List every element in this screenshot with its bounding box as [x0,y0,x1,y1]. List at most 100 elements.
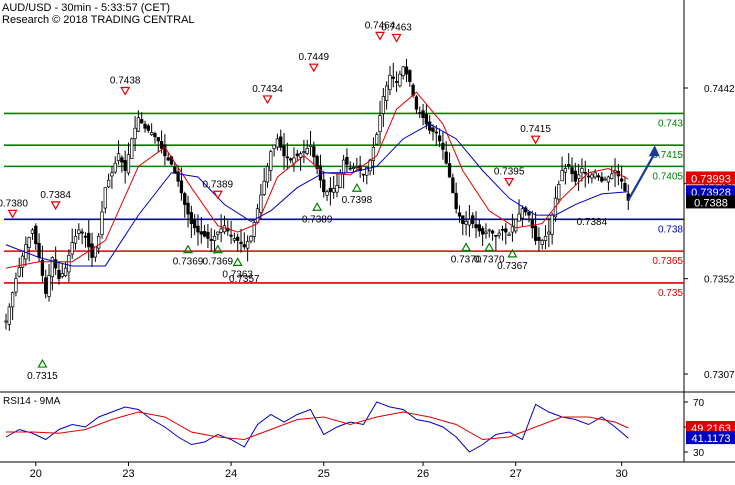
candle-body [454,192,458,210]
candle-body [464,221,468,225]
rsi-tag-box [686,420,735,434]
candle-body [7,306,11,325]
pivot-low-marker [351,183,362,192]
candle-body [474,224,478,229]
rsi-tick-label: 30 [693,448,705,459]
rsi-title: RSI14 - 9MA [3,396,61,407]
pivot-high-marker [7,209,18,219]
candle-body [305,148,309,154]
candle-body [583,172,587,174]
candle-body [500,228,505,231]
candle-body [540,240,544,245]
pivot-low-marker [232,257,243,266]
candle-body [322,179,326,193]
candle-body [348,167,352,170]
candle-body [189,212,194,224]
candle-body [596,175,601,178]
candle-body [252,222,256,237]
candle-body [202,231,207,237]
pivot-high-marker [530,135,541,145]
forecast-arrow-head [648,145,660,157]
candle-body [236,236,240,241]
candle-body [441,142,445,150]
pivot-low-label: 0.7363 [222,269,253,280]
candle-body [345,157,349,165]
candle-body [196,225,200,233]
level-label: 0.7405 [652,171,683,182]
pivot-high-label: 0.7434 [252,84,283,95]
candle-body [298,153,303,158]
candle-body [87,232,91,248]
chart-title: AUD/USD - 30min - 5:33:57 (CET) [2,2,171,14]
pivot-high-marker [391,33,402,43]
candle-body [17,267,21,277]
candle-body [222,225,227,233]
candle-body [391,76,395,79]
candle-body [70,242,74,255]
candle-body [606,176,611,183]
candle-body [44,277,48,294]
pivot-high-marker [308,63,319,73]
candle-body [610,173,614,179]
pivot-low-label: 0.7370 [451,255,482,266]
candle-body [510,226,515,233]
candle-body [212,235,217,241]
time-tick-label: 23 [122,468,134,480]
candle-body [272,144,276,149]
candle-body [421,110,425,119]
candle-body [130,138,134,160]
pivot-high-label: 0.7380 [0,198,28,209]
rsi-tick-label: 70 [693,398,705,409]
candle-body [159,141,164,149]
candle-body [206,231,210,239]
copyright-text: Research © 2018 TRADING CENTRAL [2,14,195,26]
candle-body [60,273,64,277]
candle-body [580,168,584,174]
candle-body [163,144,167,157]
candles-group [4,58,630,331]
pivot-low-marker [312,202,323,211]
time-tick-label: 24 [225,468,237,480]
candle-body [199,231,203,235]
rsi-line [5,401,629,453]
candle-body [166,157,170,161]
candle-body [312,146,316,158]
rsi-tag-label: 41.1173 [692,433,731,445]
candle-body [186,202,190,215]
candle-body [507,233,511,236]
forecast-arrow-line [627,152,656,201]
price-tag-box [686,195,735,209]
candle-body [156,137,160,142]
candle-body [378,115,382,133]
candle-body [37,242,41,258]
candle-body [385,85,389,101]
candle-body [116,153,121,162]
pivot-low-marker [212,244,223,254]
candle-body [517,213,521,222]
candle-body [73,235,78,244]
candle-body [232,238,237,241]
candle-body [361,173,366,176]
candle-body [133,127,137,139]
candle-body [590,174,594,179]
candle-body [335,185,339,193]
ma-fast-line [5,91,629,269]
time-tick-label: 30 [616,468,628,480]
pivot-low-marker [37,358,48,368]
candle-body [143,123,147,129]
pivot-low-marker [484,242,495,252]
candle-body [398,73,402,87]
candle-body [494,234,498,237]
pivot-low-label: 0.7369 [173,257,204,268]
candle-body [126,154,131,174]
candle-body [557,184,561,200]
candle-body [176,171,180,182]
pivot-low-marker [507,248,518,258]
candle-body [80,231,84,234]
candle-body [533,225,538,241]
pivot-high-marker [504,177,515,187]
candle-body [477,224,481,232]
candle-body [27,237,31,248]
candle-body [563,168,568,173]
